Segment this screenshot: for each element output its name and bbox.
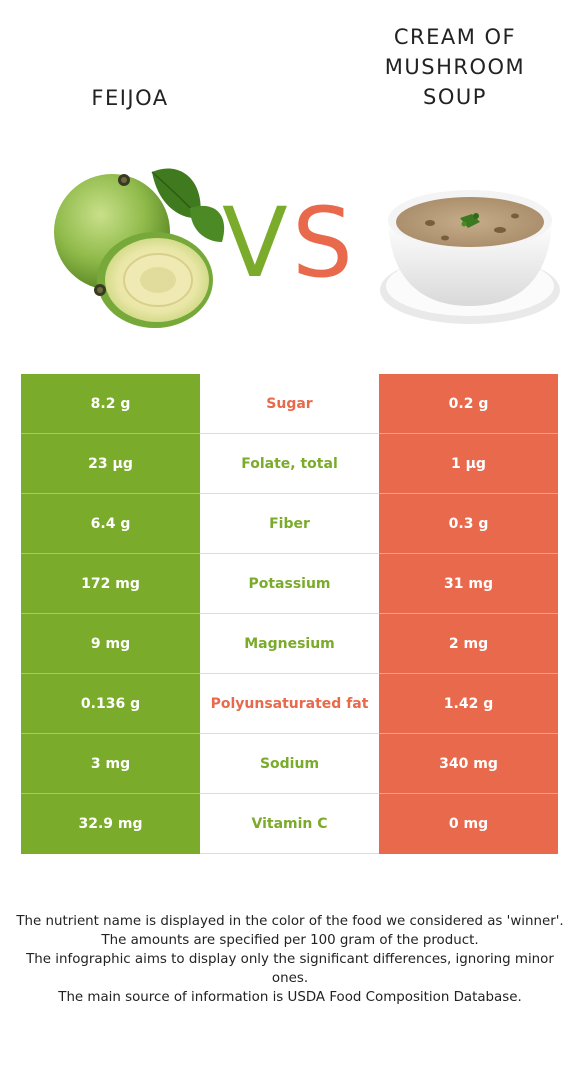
- feijoa-fruit-image: [40, 160, 230, 340]
- footnote: The amounts are specified per 100 gram o…: [101, 933, 479, 948]
- footnote: The infographic aims to display only the…: [26, 952, 554, 986]
- nutrient-comparison-table: 8.2 g Sugar 0.2 g 23 µg Folate, total 1 …: [21, 374, 558, 854]
- left-value: 3 mg: [21, 734, 200, 794]
- nutrient-name: Sugar: [200, 374, 379, 434]
- vs-letter-v: V: [222, 187, 288, 299]
- table-row: 172 mg Potassium 31 mg: [21, 554, 558, 614]
- food-title-right-line: SOUP: [423, 85, 487, 109]
- food-title-right: CREAM OF MUSHROOM SOUP: [350, 22, 560, 112]
- table-row: 0.136 g Polyunsaturated fat 1.42 g: [21, 674, 558, 734]
- footnote: The nutrient name is displayed in the co…: [16, 914, 564, 929]
- right-value: 0.3 g: [379, 494, 558, 554]
- table-row: 3 mg Sodium 340 mg: [21, 734, 558, 794]
- table-row: 32.9 mg Vitamin C 0 mg: [21, 794, 558, 854]
- footnotes: The nutrient name is displayed in the co…: [16, 912, 564, 1007]
- nutrient-name: Fiber: [200, 494, 379, 554]
- nutrient-name: Magnesium: [200, 614, 379, 674]
- left-value: 6.4 g: [21, 494, 200, 554]
- vs-label: V S: [222, 187, 353, 299]
- right-value: 0.2 g: [379, 374, 558, 434]
- right-value: 340 mg: [379, 734, 558, 794]
- left-value: 0.136 g: [21, 674, 200, 734]
- food-title-right-line: MUSHROOM: [384, 55, 526, 79]
- mushroom-soup-bowl-image: [380, 178, 562, 328]
- table-row: 9 mg Magnesium 2 mg: [21, 614, 558, 674]
- right-value: 1.42 g: [379, 674, 558, 734]
- food-title-right-line: CREAM OF: [393, 25, 517, 49]
- nutrient-name: Polyunsaturated fat: [200, 674, 379, 734]
- left-value: 8.2 g: [21, 374, 200, 434]
- table-row: 8.2 g Sugar 0.2 g: [21, 374, 558, 434]
- right-value: 0 mg: [379, 794, 558, 854]
- nutrient-name: Potassium: [200, 554, 379, 614]
- left-value: 23 µg: [21, 434, 200, 494]
- right-value: 2 mg: [379, 614, 558, 674]
- right-value: 1 µg: [379, 434, 558, 494]
- nutrient-name: Vitamin C: [200, 794, 379, 854]
- left-value: 9 mg: [21, 614, 200, 674]
- vs-letter-s: S: [292, 187, 353, 299]
- nutrient-name: Folate, total: [200, 434, 379, 494]
- left-value: 32.9 mg: [21, 794, 200, 854]
- table-row: 23 µg Folate, total 1 µg: [21, 434, 558, 494]
- table-row: 6.4 g Fiber 0.3 g: [21, 494, 558, 554]
- left-value: 172 mg: [21, 554, 200, 614]
- nutrient-name: Sodium: [200, 734, 379, 794]
- food-title-left: FEIJOA: [91, 86, 169, 110]
- right-value: 31 mg: [379, 554, 558, 614]
- footnote: The main source of information is USDA F…: [58, 990, 522, 1005]
